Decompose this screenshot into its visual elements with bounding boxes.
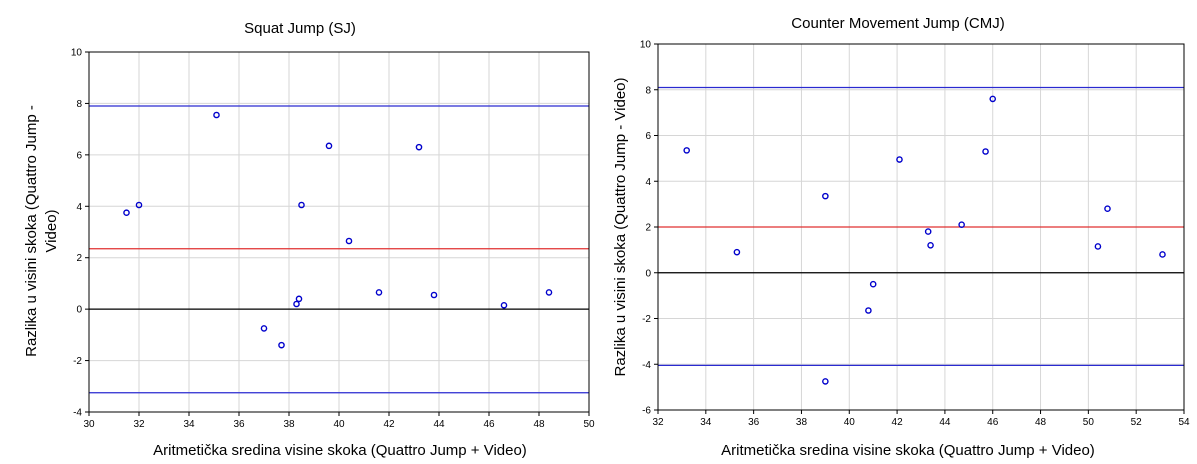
- sj-data-point-3: [260, 325, 268, 332]
- sj-x-tick-label: 38: [283, 419, 295, 430]
- sj-data-point-1: [135, 201, 143, 209]
- sj-data-point-4: [278, 341, 285, 349]
- cmj-data-point-7: [924, 228, 932, 235]
- cmj-data-point-11: [989, 95, 997, 103]
- sj-data-point-7: [298, 201, 305, 209]
- sj-y-tick-label: 8: [76, 99, 82, 110]
- cmj-x-tick-label: 54: [1178, 417, 1190, 428]
- cmj-x-tick-label: 48: [1035, 417, 1047, 428]
- cmj-x-tick-label: 44: [939, 417, 951, 428]
- cmj-x-tick-label: 50: [1083, 417, 1095, 428]
- sj-x-tick-label: 32: [133, 419, 145, 430]
- sj-y-axis-label-line1: Razlika u visini skoka (Quattro Jump -: [23, 105, 40, 357]
- cmj-x-tick-label: 52: [1131, 417, 1143, 428]
- cmj-title: Counter Movement Jump (CMJ): [791, 15, 1004, 32]
- sj-title: Squat Jump (SJ): [244, 20, 356, 37]
- sj-data-point-8: [325, 142, 333, 150]
- cmj-x-tick-label: 40: [844, 417, 856, 428]
- sj-x-tick-label: 30: [83, 419, 95, 430]
- sj-x-tick-label: 40: [333, 419, 345, 430]
- sj-data-point-13: [500, 301, 508, 309]
- cmj-y-tick-label: -6: [642, 406, 651, 417]
- cmj-y-axis-label-line1: Razlika u visini skoka (Quattro Jump - V…: [612, 77, 629, 376]
- cmj-y-tick-label: 2: [645, 223, 651, 234]
- cmj-data-point-4: [865, 307, 872, 314]
- cmj-data-point-3: [822, 378, 829, 385]
- sj-y-tick-label: 0: [76, 305, 82, 316]
- cmj-y-tick-label: 6: [645, 131, 651, 142]
- sj-x-tick-label: 46: [483, 419, 495, 430]
- cmj-data-point-8: [927, 241, 934, 249]
- cmj-data-point-0: [683, 147, 690, 154]
- cmj-data-point-13: [1104, 205, 1111, 212]
- cmj-x-tick-label: 34: [700, 417, 712, 428]
- sj-y-tick-label: 4: [76, 202, 82, 213]
- sj-x-tick-label: 34: [183, 419, 195, 430]
- cmj-chart: Counter Movement Jump (CMJ) Aritmetička …: [612, 15, 1190, 459]
- sj-y-tick-label: -2: [73, 356, 82, 367]
- sj-x-tick-label: 48: [533, 419, 545, 430]
- cmj-data-point-2: [822, 192, 829, 200]
- cmj-y-tick-label: 10: [640, 40, 652, 51]
- cmj-y-tick-label: 0: [645, 268, 651, 279]
- sj-x-tick-label: 50: [583, 419, 595, 430]
- sj-data-point-5: [293, 300, 300, 308]
- sj-y-tick-label: 6: [76, 150, 82, 161]
- sj-chart: Squat Jump (SJ) Aritmetička sredina visi…: [23, 20, 595, 459]
- cmj-x-tick-label: 38: [796, 417, 808, 428]
- sj-data-point-11: [415, 143, 423, 151]
- cmj-data-point-14: [1159, 251, 1166, 258]
- cmj-y-tick-label: -4: [642, 360, 651, 371]
- sj-y-tick-label: 10: [71, 48, 83, 59]
- sj-x-axis-label: Aritmetička sredina visine skoka (Quattr…: [153, 442, 527, 459]
- sj-data-point-2: [213, 111, 220, 119]
- sj-data-point-9: [345, 237, 353, 245]
- sj-data-point-14: [545, 289, 553, 296]
- cmj-x-tick-label: 46: [987, 417, 999, 428]
- sj-data-point-6: [295, 295, 303, 303]
- sj-y-axis-label-line2: Video): [43, 209, 60, 252]
- cmj-y-tick-label: 4: [645, 177, 651, 188]
- sj-data-point-0: [123, 209, 130, 217]
- cmj-y-axis-label: Razlika u visini skoka (Quattro Jump - V…: [612, 77, 629, 376]
- sj-x-tick-label: 36: [233, 419, 245, 430]
- sj-x-tick-label: 42: [383, 419, 395, 430]
- cmj-y-tick-label: -2: [642, 314, 651, 325]
- sj-data-point-12: [430, 291, 438, 299]
- cmj-x-tick-label: 42: [892, 417, 904, 428]
- sj-data-point-10: [375, 289, 383, 296]
- cmj-data-point-6: [896, 156, 903, 163]
- sj-y-tick-label: 2: [76, 253, 82, 264]
- cmj-x-axis-label: Aritmetička sredina visine skoka (Quattr…: [721, 442, 1095, 459]
- sj-y-axis-label: Razlika u visini skoka (Quattro Jump - V…: [23, 105, 60, 357]
- cmj-x-tick-label: 36: [748, 417, 760, 428]
- cmj-data-point-10: [982, 148, 989, 155]
- cmj-data-point-1: [733, 248, 741, 256]
- sj-y-tick-label: -4: [73, 408, 82, 419]
- cmj-y-tick-label: 8: [645, 85, 651, 96]
- cmj-data-point-5: [869, 280, 877, 288]
- sj-x-tick-label: 44: [433, 419, 445, 430]
- cmj-x-tick-label: 32: [652, 417, 664, 428]
- cmj-data-point-12: [1094, 243, 1102, 250]
- cmj-data-point-9: [958, 221, 965, 229]
